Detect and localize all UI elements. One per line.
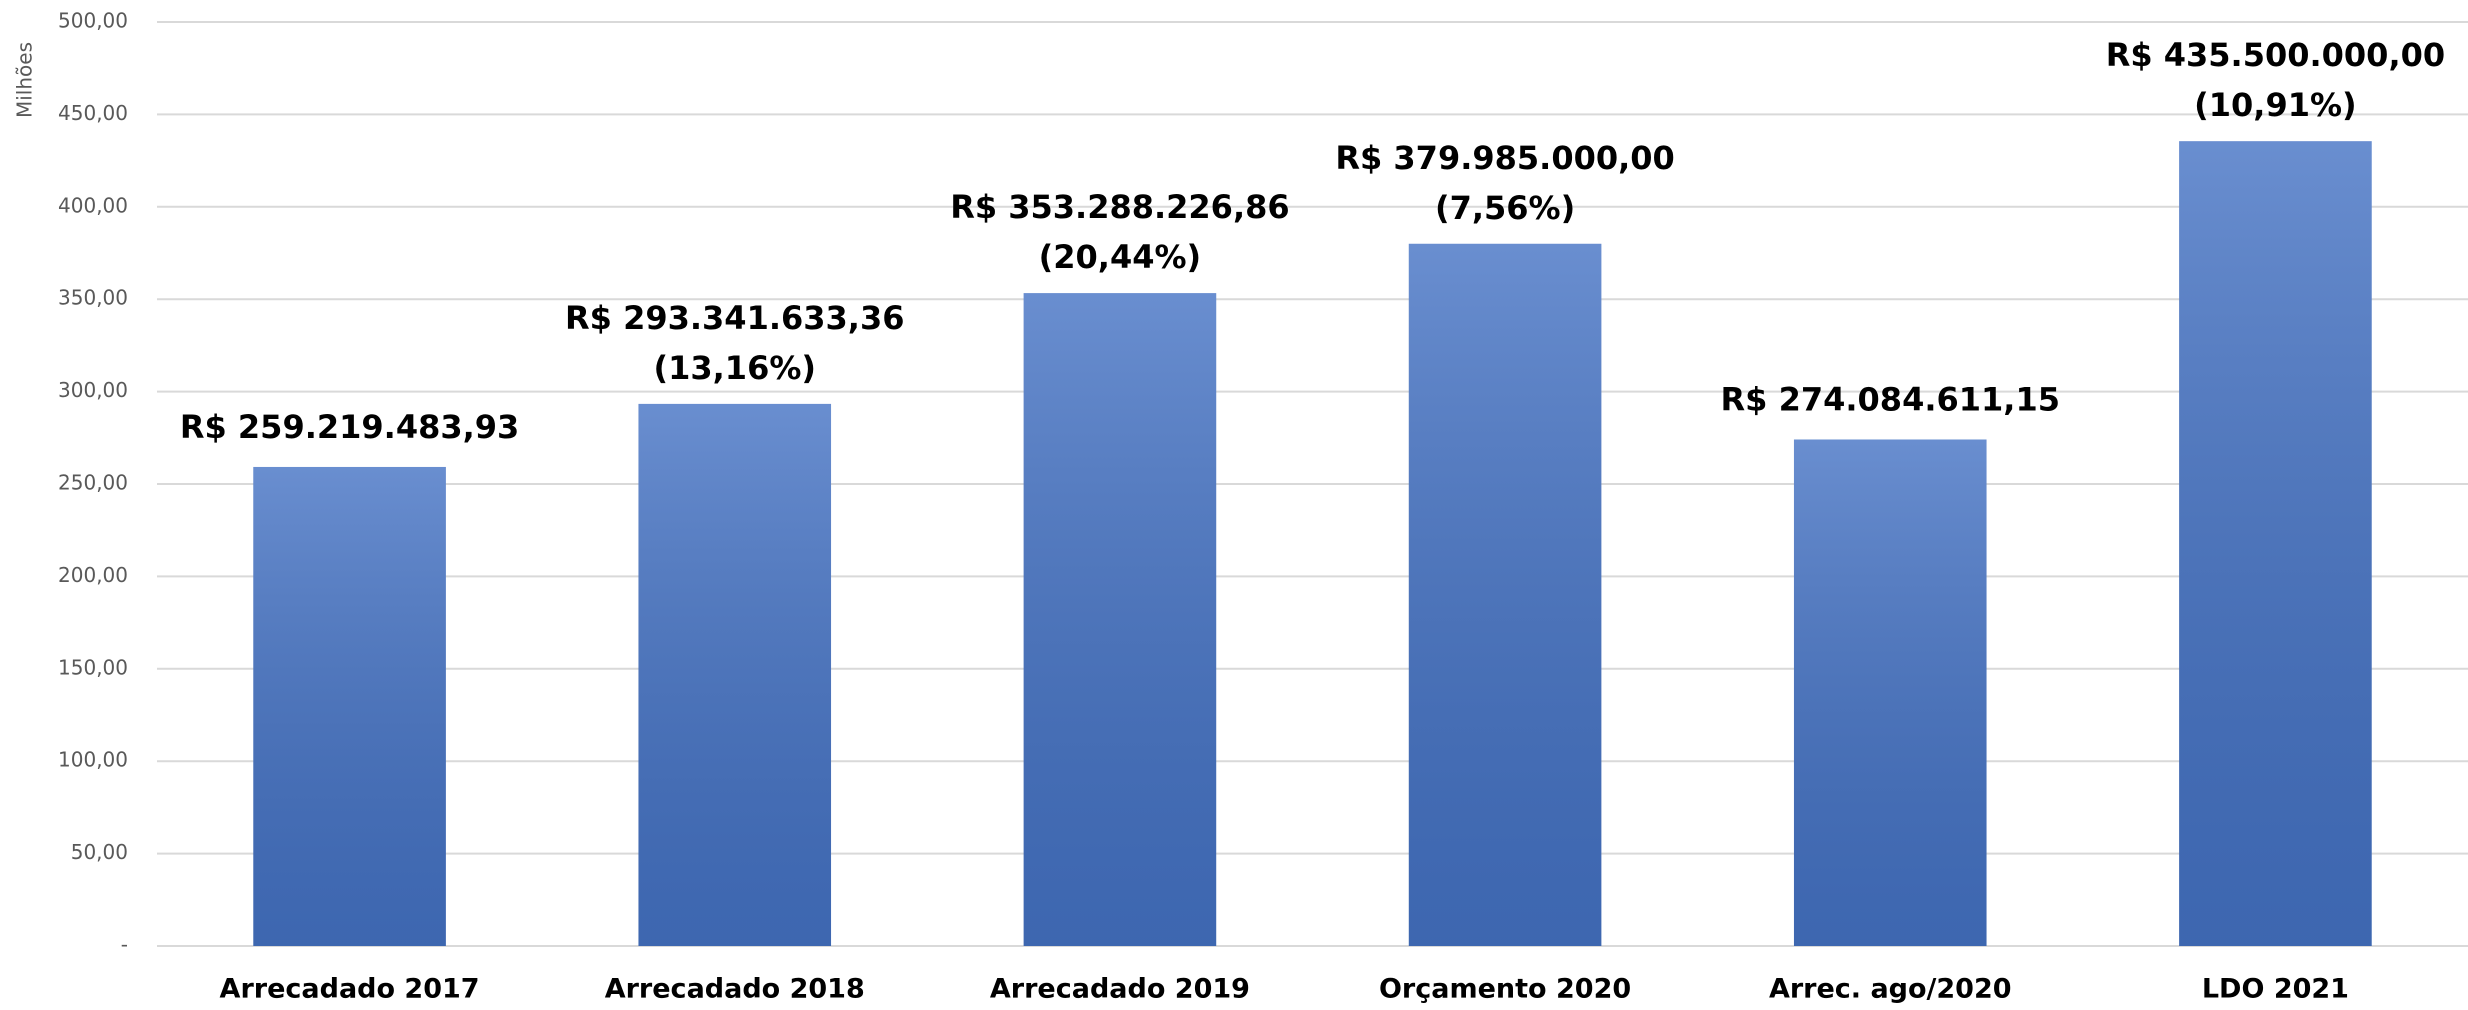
x-tick-label: Arrecadado 2017 <box>220 974 480 1005</box>
bar-shade <box>638 403 832 946</box>
bar-shade <box>2179 141 2372 947</box>
y-tick-label: 150,00 <box>58 655 128 679</box>
x-tick-label: Arrecadado 2018 <box>605 974 865 1005</box>
x-tick-label: Orçamento 2020 <box>1379 974 1631 1005</box>
growth-label: (7,56%) <box>1435 189 1575 227</box>
bar-shade <box>1023 293 1217 946</box>
bar-shade <box>1793 439 1987 946</box>
y-tick-label: 250,00 <box>58 471 128 495</box>
value-label: R$ 293.341.633,36 <box>565 299 904 337</box>
y-axis-label: Milhões <box>13 42 37 118</box>
growth-label: (10,91%) <box>2194 86 2357 124</box>
y-tick-label: 300,00 <box>58 378 128 402</box>
bar-shade <box>1408 243 1602 946</box>
x-tick-label: LDO 2021 <box>2202 974 2349 1005</box>
value-label: R$ 435.500.000,00 <box>2106 36 2445 74</box>
y-tick-label: 350,00 <box>58 286 128 310</box>
bar-shade <box>253 466 446 946</box>
y-tick-label: 50,00 <box>71 840 128 864</box>
y-tick-label: 400,00 <box>58 193 128 217</box>
value-label: R$ 259.219.483,93 <box>180 408 519 446</box>
growth-label: (13,16%) <box>653 349 816 387</box>
value-label: R$ 274.084.611,15 <box>1721 380 2060 418</box>
y-tick-label: 500,00 <box>58 9 128 33</box>
y-tick-label: - <box>121 933 128 957</box>
value-label: R$ 379.985.000,00 <box>1335 139 1674 177</box>
x-tick-label: Arrecadado 2019 <box>990 974 1250 1005</box>
y-tick-label: 450,00 <box>58 101 128 125</box>
x-tick-label: Arrec. ago/2020 <box>1769 974 2012 1005</box>
growth-label: (20,44%) <box>1039 238 1202 276</box>
value-label: R$ 353.288.226,86 <box>950 188 1289 226</box>
y-tick-label: 100,00 <box>58 748 128 772</box>
y-tick-label: 200,00 <box>58 563 128 587</box>
